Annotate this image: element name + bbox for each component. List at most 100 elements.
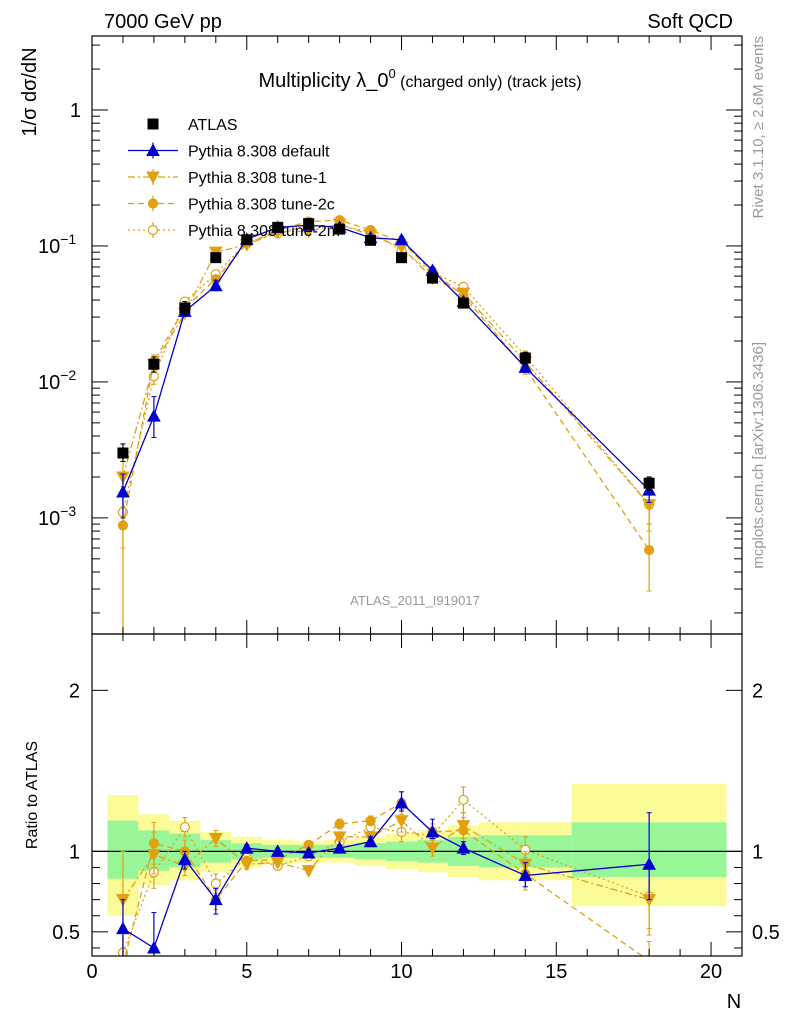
- main-series-1: [116, 218, 656, 519]
- header-right: Soft QCD: [647, 11, 733, 33]
- ratio-panel: 0.5 0.51 12 20 5 10 15 20 Ratio to ATLAS N: [24, 633, 780, 1013]
- main-data-point: [179, 302, 191, 314]
- legend-entry: Pythia 8.308 tune-1: [128, 169, 327, 187]
- ratio-series-line: [122, 798, 650, 954]
- legend-entry: ATLAS: [147, 117, 238, 134]
- ratio-data-point: [425, 842, 440, 856]
- main-data-point: [117, 520, 129, 531]
- ratio-data-point: [456, 841, 471, 854]
- main-data-point: [208, 278, 223, 292]
- ratio-data-point: [208, 832, 223, 846]
- ratio-panel-axes: 0.5 0.51 12 20 5 10 15 20: [52, 634, 780, 983]
- y-tick-label: 1: [70, 100, 81, 122]
- main-series-0: [117, 218, 655, 491]
- main-series-line: [122, 219, 650, 551]
- main-data-point: [394, 232, 409, 246]
- main-series-2: [116, 218, 656, 532]
- y-tick-label: 10−2: [38, 367, 76, 394]
- legend-label: Pythia 8.308 tune-1: [188, 170, 327, 187]
- ratio-data-point: [301, 845, 316, 859]
- main-series-3: [117, 214, 655, 634]
- legend-label: Pythia 8.308 default: [188, 144, 330, 161]
- ratio-panel-marks: [116, 786, 656, 956]
- ratio-data-point: [332, 831, 347, 844]
- main-data-point: [272, 221, 284, 233]
- main-data-point: [396, 252, 408, 264]
- ratio-data-point: [458, 794, 469, 805]
- main-data-point: [117, 447, 129, 459]
- ratio-data-point: [116, 921, 130, 935]
- ratio-data-point: [425, 824, 440, 838]
- ratio-data-point: [270, 857, 285, 870]
- main-data-point: [116, 484, 130, 498]
- header-left: 7000 GeV pp: [104, 11, 222, 33]
- main-data-point: [303, 218, 315, 230]
- legend-label: ATLAS: [188, 117, 238, 134]
- main-data-point: [518, 360, 533, 373]
- ratio-panel-frame: [91, 633, 743, 957]
- main-data-point: [426, 272, 438, 284]
- main-data-point: [147, 409, 161, 422]
- y-tick-label: 10−1: [38, 231, 76, 258]
- side-text-top: Rivet 3.1.10, ≥ 2.6M events: [750, 36, 767, 219]
- main-data-point: [643, 477, 655, 489]
- main-data-point: [457, 297, 469, 309]
- legend-entry: Pythia 8.308 tune-2c: [128, 195, 335, 214]
- ratio-y-axis-label: Ratio to ATLAS: [24, 741, 41, 849]
- legend: ATLAS Pythia 8.308 default Pythia 8.308 tu…: [128, 117, 340, 240]
- ratio-data-point: [239, 858, 254, 872]
- x-tick-label: 20: [700, 961, 722, 983]
- x-tick-label: 10: [390, 961, 412, 983]
- ratio-y-tick-label: 2: [69, 680, 80, 702]
- ratio-data-point: [394, 796, 409, 809]
- main-panel: 10−3 10−2 10−1 1 1/σ dσ/dN Multiplicity λ_0…: [19, 35, 743, 635]
- main-y-axis-label: 1/σ dσ/dN: [19, 47, 41, 136]
- ratio-data-point: [239, 841, 254, 854]
- legend-marker: [147, 198, 159, 209]
- legend-marker: [147, 224, 159, 236]
- ratio-data-point: [301, 865, 316, 878]
- legend-entry: Pythia 8.308 tune-2m: [128, 222, 340, 240]
- main-data-point: [456, 287, 471, 301]
- main-series-line: [122, 224, 650, 493]
- side-text-bottom: mcplots.cern.ch [arXiv:1306.3436]: [750, 342, 767, 569]
- ratio-data-point: [647, 955, 651, 956]
- main-panel-axes: 10−3 10−2 10−1 1: [38, 36, 743, 634]
- ratio-data-point: [363, 834, 378, 848]
- main-series-4: [117, 220, 655, 549]
- main-data-point: [210, 252, 222, 264]
- ratio-data-point: [394, 815, 409, 828]
- ratio-y-tick-label: 0.5: [52, 922, 80, 944]
- ratio-series-0: [116, 791, 656, 956]
- legend-marker: [146, 171, 160, 185]
- main-data-point: [644, 544, 655, 556]
- x-axis-label: N: [727, 991, 741, 1013]
- analysis-watermark: ATLAS_2011_I919017: [350, 593, 480, 608]
- ratio-data-point: [334, 818, 345, 830]
- ratio-data-point: [147, 849, 161, 862]
- ratio-series-line: [122, 802, 650, 949]
- ratio-series-line: [124, 802, 644, 956]
- legend-entry: Pythia 8.308 default: [128, 142, 330, 161]
- ratio-data-point: [518, 868, 533, 881]
- ratio-y-tick-label: 1: [69, 841, 80, 863]
- ratio-y-tick-label-right: 1: [752, 841, 763, 863]
- main-data-point: [365, 234, 377, 246]
- ratio-data-point: [178, 852, 192, 865]
- x-tick-label: 5: [241, 961, 252, 983]
- legend-marker: [147, 118, 159, 130]
- ratio-data-point: [210, 878, 221, 889]
- main-data-point: [148, 358, 160, 370]
- ratio-data-point: [179, 822, 190, 833]
- ratio-data-point: [208, 892, 223, 906]
- main-data-point: [241, 234, 253, 246]
- main-series-line: [122, 223, 650, 506]
- main-panel-marks: [116, 214, 656, 634]
- ratio-y-tick-label-right: 0.5: [752, 922, 780, 944]
- main-title: Multiplicity λ_00 (charged only) (track …: [258, 66, 581, 92]
- x-tick-label: 0: [86, 961, 97, 983]
- main-data-point: [334, 223, 346, 235]
- main-data-point: [519, 352, 531, 364]
- legend-marker: [146, 143, 160, 156]
